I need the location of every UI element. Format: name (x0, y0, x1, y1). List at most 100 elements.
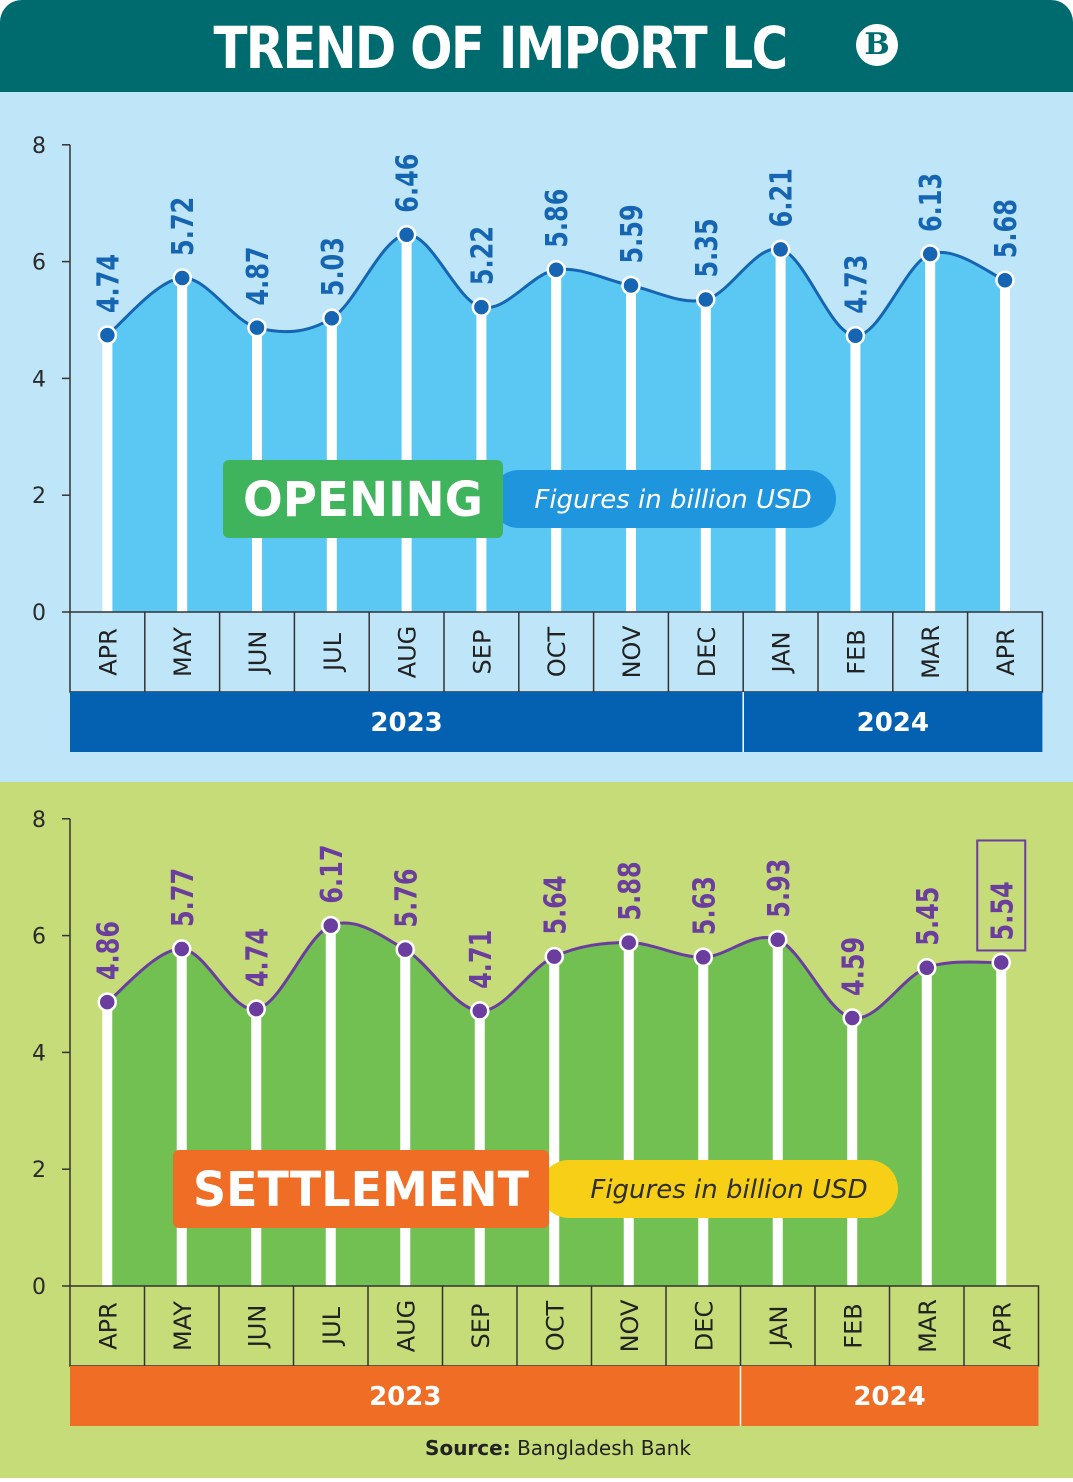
value-label-group: 5.35 (690, 218, 724, 277)
y-tick-label: 8 (32, 808, 46, 833)
value-label: 4.87 (241, 246, 275, 305)
category-label-group: AUG (394, 626, 422, 679)
data-point (396, 224, 417, 245)
value-label: 5.45 (911, 887, 945, 946)
series-badge (223, 460, 503, 538)
category-label-group: JUN (244, 631, 272, 676)
value-label: 5.88 (613, 861, 647, 920)
value-label: 4.74 (92, 254, 126, 313)
value-label: 5.68 (989, 199, 1023, 258)
value-label-group: 5.86 (541, 189, 575, 248)
category-label-group: SEP (468, 630, 496, 675)
data-point (768, 929, 788, 950)
category-label-group: SEP (467, 1304, 495, 1349)
x-category-label: SEP (467, 1304, 495, 1349)
category-label-group: FEB (839, 1303, 867, 1348)
value-label-group: 5.45 (911, 887, 945, 946)
value-label-group: 4.59 (837, 937, 871, 996)
value-label: 5.63 (688, 876, 722, 935)
data-point (917, 957, 937, 978)
value-label: 5.54 (986, 881, 1020, 940)
value-label: 6.17 (315, 844, 349, 903)
value-label: 4.74 (241, 928, 275, 987)
value-label-group: 6.17 (315, 844, 349, 903)
x-category-label: FEB (842, 629, 870, 674)
data-point (693, 947, 713, 967)
category-label-group: MAY (169, 1301, 197, 1351)
value-label-group: 4.74 (241, 928, 275, 987)
year-label: 2023 (369, 1382, 441, 1412)
value-label-group: 5.63 (688, 876, 722, 935)
x-category-label: DEC (693, 627, 721, 677)
value-label-group: 4.74 (92, 254, 126, 313)
value-label: 5.86 (541, 189, 575, 248)
x-category-label: AUG (394, 626, 422, 679)
unit-note: Figures in billion USD (534, 485, 811, 515)
y-tick-label: 2 (32, 1158, 46, 1183)
x-category-label: JUN (243, 1305, 271, 1350)
value-label: 4.71 (464, 930, 498, 989)
x-category-label: APR (988, 1302, 1016, 1350)
value-label-group: 5.64 (539, 875, 573, 934)
value-label: 5.59 (615, 204, 649, 263)
value-label: 4.73 (840, 255, 874, 314)
y-tick-label: 6 (32, 925, 46, 950)
y-tick-label: 4 (32, 1041, 46, 1066)
source-note: Source: Bangladesh Bank (0, 1436, 1073, 1460)
category-label-group: DEC (690, 1301, 718, 1351)
x-category-label: MAY (169, 627, 197, 677)
data-point (770, 239, 791, 260)
value-label-group: 5.22 (466, 226, 500, 285)
value-label-group: 4.71 (464, 930, 498, 989)
x-category-label: JAN (765, 1305, 793, 1348)
category-label-group: OCT (543, 627, 571, 678)
unit-note-pill (540, 1160, 898, 1218)
x-category-label: OCT (543, 627, 571, 678)
category-label-group: APR (988, 1302, 1016, 1350)
data-point (842, 1008, 862, 1028)
x-category-label: DEC (690, 1301, 718, 1351)
value-label-group: 5.77 (166, 868, 200, 927)
year-bar (740, 1366, 1039, 1426)
publisher-logo-icon: B (856, 24, 898, 66)
value-label-group: 5.68 (989, 199, 1023, 258)
x-category-label: NOV (618, 625, 646, 678)
value-label: 6.13 (915, 173, 949, 232)
series-badge-label: OPENING (243, 472, 483, 528)
y-tick-label: 0 (32, 1275, 46, 1300)
value-label: 5.64 (539, 875, 573, 934)
category-label-group: MAR (917, 625, 945, 679)
category-label-group: JAN (768, 631, 796, 674)
chart-title: TREND OF IMPORT LC (213, 14, 788, 82)
data-point (247, 317, 267, 338)
x-category-label: MAR (917, 625, 945, 679)
x-category-label: MAR (914, 1299, 942, 1353)
value-label: 5.76 (390, 868, 424, 927)
data-point (172, 268, 192, 288)
data-point (995, 270, 1015, 291)
x-category-label: JUL (319, 632, 347, 673)
year-label: 2024 (857, 708, 929, 738)
value-label-group: 5.59 (615, 204, 649, 263)
y-tick-label: 2 (32, 484, 46, 509)
x-category-label: OCT (541, 1301, 569, 1352)
value-label: 6.21 (765, 168, 799, 227)
value-label-group: 5.93 (762, 858, 796, 917)
data-point (97, 992, 117, 1012)
y-tick-label: 4 (32, 367, 46, 392)
data-point (470, 1001, 490, 1021)
data-point (920, 244, 940, 264)
data-point (172, 939, 192, 959)
value-label-group: 6.13 (915, 173, 949, 232)
category-label-group: NOV (616, 1299, 644, 1352)
category-label-group: AUG (392, 1300, 420, 1353)
data-point (991, 952, 1011, 973)
category-label-group: APR (992, 628, 1020, 676)
source-label: Source: (425, 1436, 511, 1460)
data-point (321, 915, 341, 936)
value-label-group: 5.03 (316, 237, 350, 296)
value-label: 5.72 (167, 197, 201, 256)
category-label-group: NOV (618, 625, 646, 678)
year-label: 2024 (853, 1382, 925, 1412)
